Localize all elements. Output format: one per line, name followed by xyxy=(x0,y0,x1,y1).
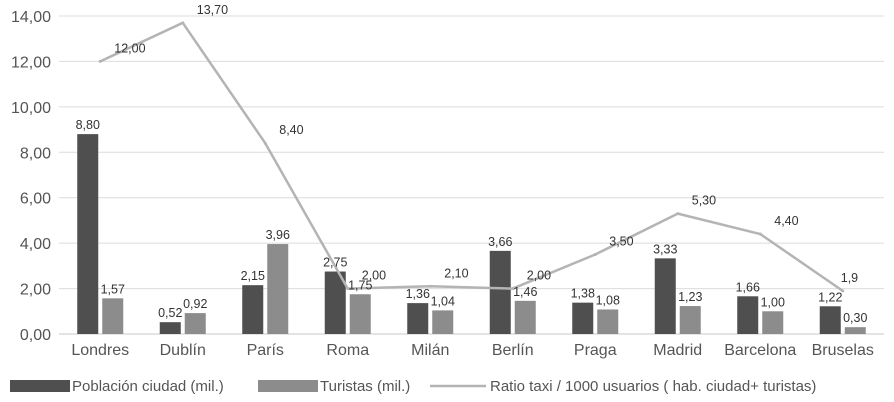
y-tick-label: 8,00 xyxy=(20,145,51,162)
category-label: Milán xyxy=(411,342,449,359)
ratio-point xyxy=(676,212,680,216)
legend: Población ciudad (mil.) Turistas (mil.) Ra… xyxy=(10,378,816,395)
data-label-poblacion: 3,66 xyxy=(488,235,512,249)
bar-poblacion xyxy=(654,258,676,334)
bar-poblacion xyxy=(489,250,511,334)
bar-poblacion xyxy=(407,303,429,334)
bar-turistas xyxy=(432,310,454,334)
data-label-ratio: 5,30 xyxy=(692,194,716,208)
data-label-poblacion: 1,22 xyxy=(818,290,842,304)
data-label-poblacion: 8,80 xyxy=(76,118,100,132)
ratio-point xyxy=(263,141,267,145)
data-label-turistas: 1,75 xyxy=(348,278,372,292)
bars xyxy=(77,134,866,334)
data-label-ratio: 12,00 xyxy=(114,41,145,55)
category-label: Madrid xyxy=(653,342,702,359)
category-label: Berlín xyxy=(492,342,534,359)
category-label: París xyxy=(247,342,284,359)
bar-turistas xyxy=(762,311,784,334)
gridlines xyxy=(59,15,884,335)
legend-swatch xyxy=(258,380,318,392)
bar-turistas xyxy=(597,309,619,334)
ratio-point xyxy=(593,253,597,256)
bar-turistas xyxy=(267,244,289,334)
ratio-line xyxy=(98,21,845,293)
data-label-ratio: 1,9 xyxy=(841,271,858,285)
data-label-ratio: 2,10 xyxy=(444,266,468,280)
y-tick-label: 12,00 xyxy=(11,54,51,71)
y-tick-label: 4,00 xyxy=(20,236,51,253)
data-label-poblacion: 3,33 xyxy=(653,242,677,256)
data-label-poblacion: 1,38 xyxy=(571,287,595,301)
data-label-ratio: 2,00 xyxy=(527,269,551,283)
ratio-point xyxy=(841,289,845,293)
data-label-ratio: 8,40 xyxy=(279,123,303,137)
data-label-poblacion: 1,36 xyxy=(406,287,430,301)
ratio-point xyxy=(758,232,762,236)
data-label-turistas: 0,30 xyxy=(843,311,867,325)
bar-poblacion xyxy=(324,271,346,334)
bar-turistas xyxy=(679,306,701,334)
bar-turistas xyxy=(349,294,371,334)
ratio-point xyxy=(346,287,350,291)
category-label: Roma xyxy=(326,342,369,359)
data-label-ratio: 3,50 xyxy=(609,235,633,249)
data-label-turistas: 1,46 xyxy=(513,285,537,299)
y-tick-label: 14,00 xyxy=(11,9,51,26)
bar-poblacion xyxy=(819,306,841,334)
category-label: Londres xyxy=(71,342,129,359)
ratio-point xyxy=(428,284,432,288)
bar-turistas xyxy=(514,300,536,334)
ratio-line-path xyxy=(99,21,844,292)
y-tick-label: 2,00 xyxy=(20,282,51,299)
data-label-poblacion: 0,52 xyxy=(158,306,182,320)
data-label-ratio: 4,40 xyxy=(774,214,798,228)
bar-turistas xyxy=(102,298,124,334)
bar-poblacion xyxy=(242,285,264,334)
x-axis-categories: Londres Dublín París Roma Milán Berlín Praga Ma… xyxy=(71,342,874,359)
legend-label: Población ciudad (mil.) xyxy=(72,378,224,395)
data-label-turistas: 3,96 xyxy=(266,228,290,242)
data-label-turistas: 1,57 xyxy=(101,282,125,296)
data-label-turistas: 1,04 xyxy=(431,294,455,308)
data-label-turistas: 1,00 xyxy=(761,295,785,309)
data-label-turistas: 1,08 xyxy=(596,293,620,307)
data-label-poblacion: 2,75 xyxy=(323,256,347,270)
data-label-ratio: 2,00 xyxy=(362,269,386,283)
data-label-poblacion: 2,15 xyxy=(241,269,265,283)
data-label-ratio: 13,70 xyxy=(197,3,228,17)
legend-label: Turistas (mil.) xyxy=(320,378,410,395)
y-axis-ticks: 0,00 2,00 4,00 6,00 8,00 10,00 12,00 14,00 xyxy=(11,9,51,344)
legend-label: Ratio taxi / 1000 usuarios ( hab. ciudad… xyxy=(490,378,816,395)
category-label: Dublín xyxy=(160,342,206,359)
data-label-poblacion: 1,66 xyxy=(736,280,760,294)
ratio-point xyxy=(181,21,185,25)
data-labels: 8,80 1,57 0,520,92 2,15 3,96 2,751,75 1,361,04… xyxy=(76,3,868,325)
bar-turistas xyxy=(184,313,206,334)
y-tick-label: 0,00 xyxy=(20,327,51,344)
bar-turistas xyxy=(844,327,866,334)
data-label-turistas: 1,23 xyxy=(678,290,702,304)
bar-poblacion xyxy=(159,322,181,334)
y-tick-label: 6,00 xyxy=(20,191,51,208)
bar-poblacion xyxy=(572,302,594,334)
y-tick-label: 10,00 xyxy=(11,100,51,117)
bar-poblacion xyxy=(737,296,759,334)
ratio-point xyxy=(511,287,515,291)
bar-poblacion xyxy=(77,134,99,334)
category-label: Barcelona xyxy=(724,342,796,359)
category-label: Praga xyxy=(574,342,617,359)
legend-swatch xyxy=(10,380,70,392)
ratio-point xyxy=(98,59,102,63)
data-label-turistas: 0,92 xyxy=(183,297,207,311)
category-label: Bruselas xyxy=(812,342,874,359)
